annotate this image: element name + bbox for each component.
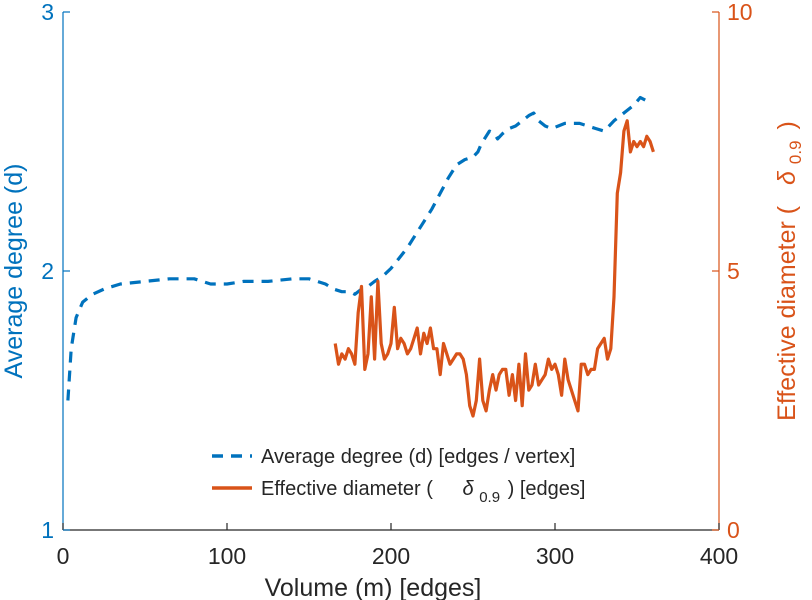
y-left-tick-label: 2 bbox=[41, 258, 54, 284]
series-line-average-degree bbox=[66, 95, 646, 401]
legend: Average degree (d) [edges / vertex] Effe… bbox=[212, 446, 585, 507]
y-right-tick-label: 10 bbox=[727, 0, 753, 25]
y-right-tick-label: 0 bbox=[727, 517, 740, 543]
y-right-axis-title: Effective diameter ( δ 0.9 ) bbox=[773, 121, 807, 421]
y-right-title-symbol: δ bbox=[773, 170, 801, 185]
y-right-tick-label: 5 bbox=[727, 258, 740, 284]
y-left-tick-label: 3 bbox=[41, 0, 54, 25]
x-tick-label: 0 bbox=[57, 543, 70, 569]
series-layer bbox=[66, 95, 655, 418]
x-tick-label: 100 bbox=[208, 543, 246, 569]
x-tick-label: 400 bbox=[700, 543, 738, 569]
x-axis-title: Volume (m) [edges] bbox=[265, 574, 482, 600]
y-right-title-prefix: Effective diameter ( bbox=[773, 205, 801, 421]
legend-label-effective-diameter: Effective diameter ( δ 0.9 ) [edges] bbox=[261, 478, 585, 507]
y-left-tick-label: 1 bbox=[41, 517, 54, 543]
y-left-axis-title: Average degree (d) bbox=[0, 164, 28, 379]
legend-diameter-symbol: δ bbox=[463, 478, 475, 500]
legend-diameter-suffix: ) [edges] bbox=[508, 478, 586, 500]
x-tick-label: 200 bbox=[372, 543, 410, 569]
legend-diameter-subscript: 0.9 bbox=[479, 489, 500, 506]
legend-diameter-prefix: Effective diameter ( bbox=[261, 478, 433, 500]
series-line-effective-diameter bbox=[333, 119, 655, 418]
axes-layer: 0 100 200 300 400 1 2 3 0 5 10 bbox=[41, 0, 752, 569]
y-right-title-suffix: ) bbox=[773, 121, 801, 129]
legend-label-average-degree: Average degree (d) [edges / vertex] bbox=[261, 446, 575, 468]
y-right-title-subscript: 0.9 bbox=[786, 140, 805, 164]
x-tick-label: 300 bbox=[536, 543, 574, 569]
